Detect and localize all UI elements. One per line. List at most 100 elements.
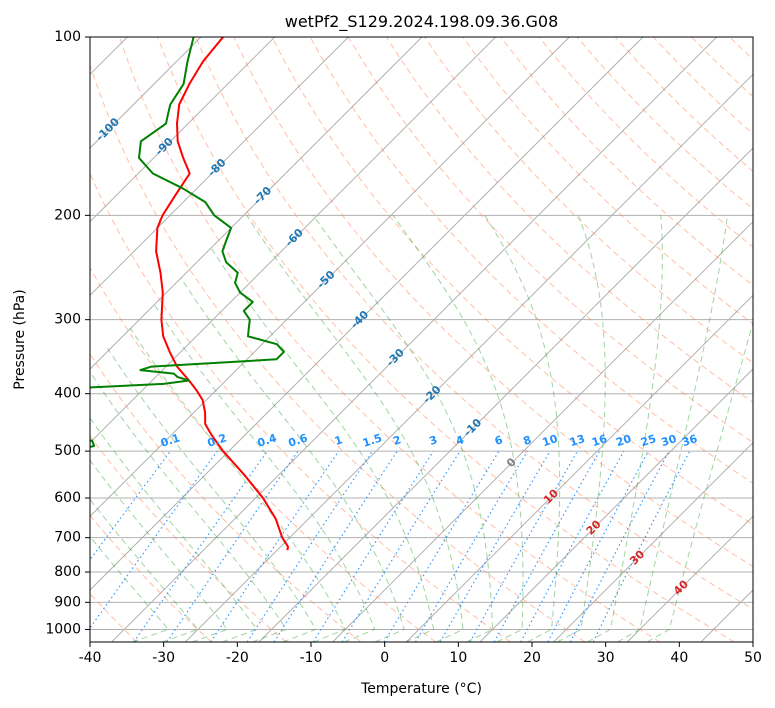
moist-adiabat bbox=[484, 215, 561, 642]
isotherm-gridline bbox=[90, 37, 349, 297]
mixing-ratio-line bbox=[383, 450, 500, 642]
isotherm-gridline bbox=[479, 368, 753, 642]
moist-adiabat bbox=[392, 215, 524, 642]
plot-frame bbox=[89, 36, 754, 643]
isotherm-gridline bbox=[626, 515, 753, 642]
y-tick-label: 800 bbox=[54, 564, 81, 580]
mixing-ratio-label: 0.2 bbox=[206, 431, 229, 449]
moist-adiabat bbox=[587, 215, 663, 642]
y-tick-label: 100 bbox=[54, 29, 81, 45]
y-tick-label: 700 bbox=[54, 530, 81, 546]
isotherm-gridline bbox=[405, 294, 753, 642]
grid-layer bbox=[90, 37, 753, 642]
x-tick-label: -30 bbox=[152, 650, 175, 666]
isotherm-gridline bbox=[90, 37, 570, 518]
profile-layer bbox=[90, 37, 289, 551]
moist-adiabat bbox=[107, 347, 317, 642]
dry-adiabat bbox=[157, 37, 735, 642]
mixing-ratio-label: 13 bbox=[568, 432, 587, 449]
x-tick-label: 10 bbox=[449, 650, 467, 666]
dry-adiabat bbox=[233, 37, 753, 568]
moist-adiabat bbox=[646, 320, 753, 642]
mixing-ratio-label: 3 bbox=[428, 433, 439, 448]
moist-adiabat bbox=[617, 215, 728, 642]
mixing-ratio-line bbox=[414, 450, 528, 642]
mixing-ratio-label: 20 bbox=[614, 432, 633, 449]
mixing-ratio-line bbox=[273, 450, 398, 642]
y-tick-label: 900 bbox=[54, 594, 81, 610]
dry-adiabat bbox=[90, 63, 586, 642]
isotherm-gridline bbox=[332, 220, 753, 642]
mixing-ratio-label: 0.4 bbox=[256, 431, 279, 449]
moist-adiabat bbox=[152, 301, 376, 642]
moist-adiabat bbox=[180, 277, 405, 642]
mixing-ratio-label: 0.6 bbox=[287, 431, 310, 449]
moist-adiabat bbox=[557, 215, 606, 642]
isotherm-gridline bbox=[90, 37, 497, 444]
dry-adiabat bbox=[90, 514, 212, 642]
x-tick-label: -20 bbox=[226, 650, 249, 666]
mixing-ratio-label: 6 bbox=[493, 433, 505, 448]
isotherm-gridline bbox=[111, 37, 718, 642]
mixing-ratio-line bbox=[166, 450, 299, 642]
mixing-ratio-line bbox=[547, 450, 650, 642]
y-tick-label: 400 bbox=[54, 386, 81, 402]
mixing-ratio-line bbox=[246, 450, 373, 642]
isotherm-layer bbox=[90, 37, 753, 642]
isotherm-gridline bbox=[90, 37, 423, 370]
moist-adiabat bbox=[312, 215, 494, 642]
dry-adiabat bbox=[424, 37, 753, 364]
temperature-profile bbox=[155, 37, 289, 551]
mixing-ratio-line bbox=[133, 450, 268, 642]
y-tick-label: 600 bbox=[54, 490, 81, 506]
x-tick-label: -10 bbox=[300, 650, 323, 666]
x-tick-label: 20 bbox=[523, 650, 541, 666]
isotherm-gridline bbox=[184, 73, 753, 642]
moist-adiabat bbox=[246, 215, 464, 642]
mixing-ratio-label: 1.5 bbox=[361, 431, 384, 449]
dry-adiabat bbox=[462, 37, 753, 325]
mixing-ratio-line bbox=[341, 450, 461, 642]
y-axis-title: Pressure (hPa) bbox=[12, 289, 28, 389]
isotherm-gridline bbox=[90, 37, 644, 591]
mixing-ratio-label: 16 bbox=[590, 432, 609, 449]
mixing-ratio-line bbox=[312, 450, 434, 642]
moist-adiabat bbox=[209, 245, 435, 642]
isotherm-gridline bbox=[90, 37, 202, 149]
mixing-ratio-label: 8 bbox=[522, 433, 533, 448]
isotherm-gridline bbox=[90, 37, 276, 223]
x-axis: -40 -30 -20 -10 0 10 20 30 40 50 bbox=[79, 642, 762, 666]
dewpoint-profile bbox=[90, 37, 285, 449]
mixing-ratio-line bbox=[210, 450, 340, 642]
isotherm-gridline bbox=[553, 441, 753, 642]
y-tick-label: 300 bbox=[54, 312, 81, 328]
x-tick-label: -40 bbox=[79, 650, 102, 666]
moist-adiabat bbox=[90, 370, 288, 642]
x-axis-title: Temperature (°C) bbox=[360, 681, 482, 697]
mixing-ratio-label: 1 bbox=[333, 433, 344, 448]
y-axis: 100 200 300 400 500 600 700 800 900 1000 bbox=[45, 29, 90, 637]
dry-adiabat bbox=[271, 37, 753, 526]
dry-adiabat bbox=[195, 37, 753, 610]
y-tick-label: 200 bbox=[54, 207, 81, 223]
mixing-ratio-label: 2 bbox=[391, 433, 402, 448]
dry-adiabat bbox=[119, 37, 660, 642]
dry-adiabat bbox=[90, 172, 511, 642]
mixing-ratio-label: 36 bbox=[680, 432, 699, 449]
moist-adiabat bbox=[90, 459, 229, 642]
mixing-ratio-label: 10 bbox=[541, 432, 560, 449]
mixing-ratio-label: 4 bbox=[454, 433, 466, 448]
x-tick-label: 40 bbox=[670, 650, 688, 666]
moist-adiabat bbox=[90, 417, 258, 642]
x-tick-label: 50 bbox=[744, 650, 762, 666]
x-tick-label: 30 bbox=[597, 650, 615, 666]
y-tick-label: 500 bbox=[54, 443, 81, 459]
mixing-ratio-label: 30 bbox=[660, 432, 679, 449]
chart-title: wetPf2_S129.2024.198.09.36.G08 bbox=[285, 12, 559, 32]
y-tick-label: 1000 bbox=[45, 621, 81, 637]
x-tick-label: 0 bbox=[380, 650, 389, 666]
mixing-ratio-label: 25 bbox=[639, 432, 658, 449]
mixing-ratio-label: 0.1 bbox=[159, 431, 182, 449]
